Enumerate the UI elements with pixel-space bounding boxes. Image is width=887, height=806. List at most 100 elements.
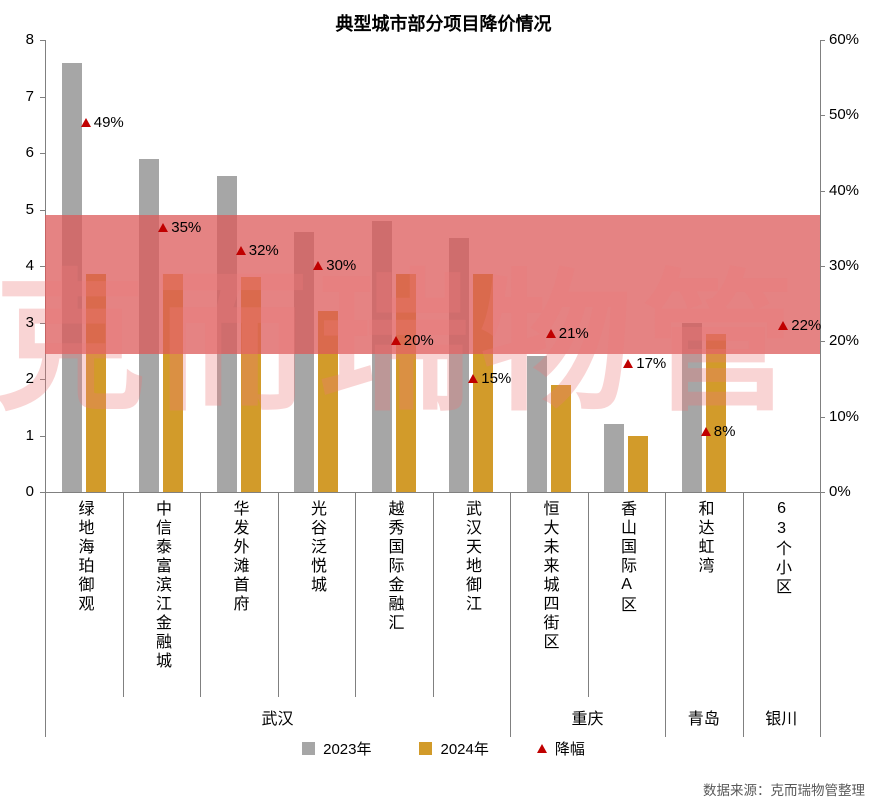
bar-2024	[705, 333, 726, 492]
legend-triangle-icon	[536, 744, 547, 753]
left-axis-tick-label: 3	[25, 313, 34, 331]
right-axis-tick-label: 50%	[829, 106, 860, 124]
category-separator	[587, 492, 589, 697]
right-axis-tick	[820, 190, 825, 192]
city-group-label: 重庆	[571, 711, 604, 728]
left-axis-tick	[40, 153, 45, 154]
decline-marker-icon	[468, 374, 479, 383]
category-separator	[200, 492, 201, 697]
left-axis-tick	[40, 96, 45, 98]
right-axis-tick-label: 60%	[829, 31, 860, 48]
group-separator	[510, 697, 511, 737]
decline-value-label: 22%	[791, 317, 822, 335]
category-label: 华发外滩首府	[200, 500, 278, 695]
right-axis-tick-label: 20%	[829, 332, 860, 350]
category-separator	[122, 492, 124, 697]
right-axis-tick-label: 30%	[829, 257, 860, 274]
legend-swatch-2023	[302, 742, 316, 755]
category-label-text: 绿地海珀御观	[75, 500, 93, 614]
source-note: 数据来源：克而瑞物管整理	[703, 783, 865, 798]
decline-marker-icon	[313, 261, 324, 270]
right-axis-tick	[820, 341, 825, 343]
bar-2024	[550, 384, 571, 492]
category-label: 63个小区	[743, 500, 821, 695]
legend-label-decline: 降幅	[554, 741, 585, 758]
left-axis-tick	[40, 435, 45, 437]
category-label: 武汉天地御江	[433, 500, 511, 695]
left-axis-tick	[40, 492, 45, 493]
category-separator	[355, 492, 356, 697]
decline-marker-icon	[80, 117, 91, 127]
category-label: 中信泰富滨江金融城	[123, 500, 201, 695]
category-label-text: 越秀国际金融汇	[385, 500, 403, 633]
right-axis-tick-label: 40%	[829, 181, 860, 199]
decline-marker-icon	[390, 336, 401, 346]
bar-2024	[628, 435, 649, 492]
decline-value-label: 49%	[93, 113, 124, 131]
category-label: 光谷泛悦城	[278, 500, 356, 695]
left-axis-tick	[40, 322, 45, 324]
bar-2023	[526, 356, 547, 492]
city-group-label: 银川	[765, 711, 798, 728]
group-separator	[665, 697, 666, 737]
left-axis-tick	[40, 40, 45, 41]
decline-value-label: 15%	[481, 370, 512, 387]
right-axis-tick-label: 0%	[829, 483, 851, 500]
right-axis-tick	[820, 492, 825, 493]
right-axis-tick	[820, 40, 825, 41]
left-axis-tick-label: 2	[25, 370, 34, 387]
legend-label-2023: 2023年	[323, 741, 372, 758]
decline-value-label: 35%	[171, 219, 202, 237]
category-label-text: 63个小区	[773, 500, 791, 597]
decline-value-label: 8%	[713, 422, 736, 440]
left-axis-tick-label: 7	[25, 87, 34, 105]
decline-marker-icon	[545, 328, 556, 338]
left-axis-tick-label: 5	[25, 200, 34, 218]
legend-label-2024: 2024年	[440, 741, 489, 758]
left-axis-tick-label: 8	[25, 31, 34, 48]
category-label-text: 华发外滩首府	[230, 500, 248, 614]
category-label-text: 光谷泛悦城	[308, 500, 326, 595]
category-label: 香山国际A区	[588, 500, 666, 695]
category-separator	[820, 492, 821, 697]
category-label: 越秀国际金融汇	[355, 500, 433, 695]
category-label-text: 和达虹湾	[695, 500, 713, 576]
category-separator	[432, 492, 434, 697]
bar-2023	[604, 424, 625, 492]
decline-marker-icon	[235, 245, 246, 255]
decline-marker-icon	[158, 223, 169, 233]
left-axis-tick-label: 4	[25, 257, 34, 274]
right-axis-tick	[820, 416, 825, 418]
bar-2023	[681, 322, 702, 492]
category-separator	[665, 492, 666, 697]
decline-marker-icon	[778, 321, 789, 331]
legend-item-2023: 2023年	[302, 738, 371, 759]
left-axis-tick	[40, 266, 45, 267]
category-label-text: 中信泰富滨江金融城	[153, 500, 171, 671]
bar-2024	[318, 311, 339, 492]
left-axis-tick	[40, 379, 45, 380]
category-label-text: 恒大未来城四街区	[540, 500, 558, 652]
watermark-text: 克而瑞物管	[0, 259, 804, 429]
legend-item-decline: 降幅	[536, 738, 585, 759]
decline-value-label: 17%	[636, 354, 667, 372]
city-group-label: 武汉	[261, 711, 294, 728]
group-separator	[45, 697, 46, 737]
legend: 2023年 2024年 降幅	[0, 738, 887, 759]
legend-item-2024: 2024年	[419, 738, 489, 759]
city-group-label: 青岛	[687, 711, 720, 728]
right-axis-tick	[820, 266, 825, 267]
right-axis-tick-label: 10%	[829, 407, 860, 425]
left-axis-tick-label: 1	[25, 426, 34, 444]
decline-value-label: 20%	[403, 332, 434, 350]
chart-title: 典型城市部分项目降价情况	[335, 14, 552, 34]
group-separator	[820, 697, 821, 737]
category-label: 和达虹湾	[665, 500, 743, 695]
decline-value-label: 21%	[558, 324, 589, 342]
watermark-band	[45, 215, 820, 354]
category-label-text: 香山国际A区	[618, 500, 636, 615]
category-separator	[277, 492, 279, 697]
left-axis-tick	[40, 209, 45, 211]
decline-marker-icon	[700, 426, 711, 436]
